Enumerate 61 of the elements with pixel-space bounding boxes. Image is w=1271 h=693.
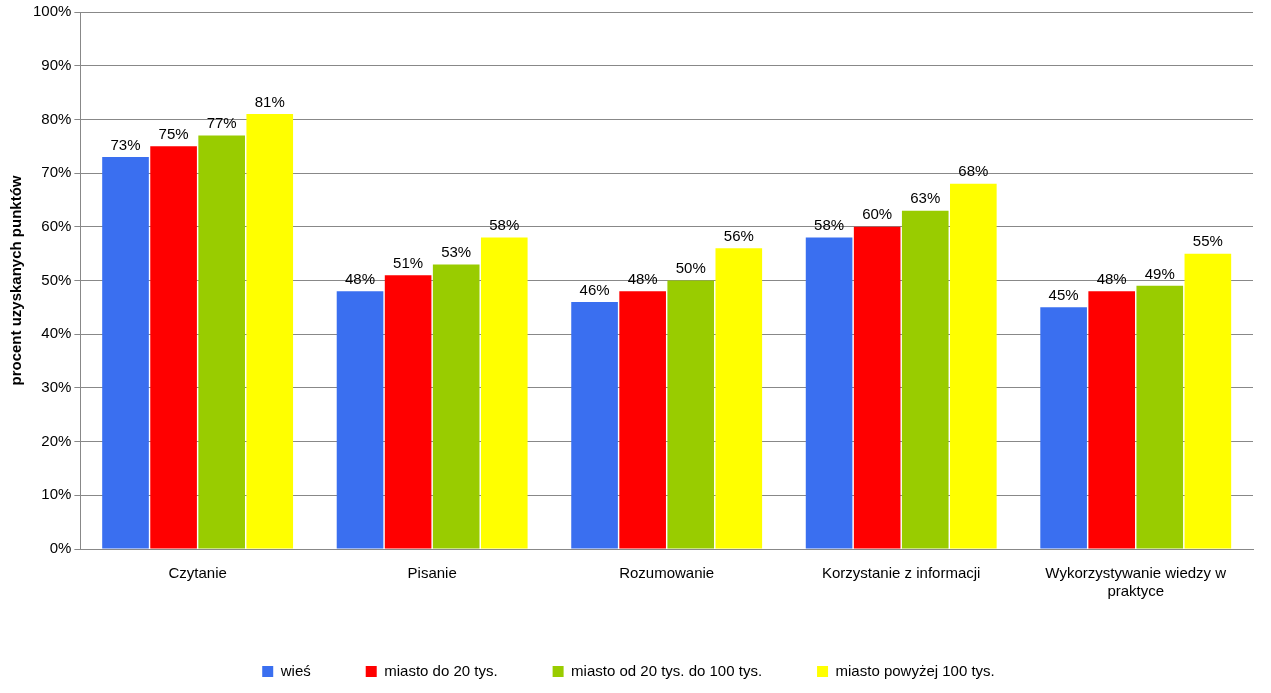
y-tick-label: 90% <box>41 55 72 73</box>
bar <box>1184 253 1232 549</box>
bar <box>853 226 901 549</box>
data-label: 58% <box>814 216 845 234</box>
bar <box>571 301 618 549</box>
data-label: 75% <box>158 124 189 142</box>
y-tick-label: 100% <box>32 2 72 20</box>
bar <box>102 156 149 549</box>
bar <box>480 237 528 549</box>
data-label: 45% <box>1048 285 1079 303</box>
y-tick-label: 10% <box>41 485 72 503</box>
bar <box>901 210 949 549</box>
legend-label: miasto do 20 tys. <box>384 661 498 679</box>
data-label: 50% <box>675 259 706 277</box>
x-tick-label: Rozumowanie <box>619 564 715 582</box>
bar <box>1136 285 1184 549</box>
y-tick-label: 70% <box>41 163 72 181</box>
data-label: 55% <box>1192 232 1223 250</box>
data-label: 49% <box>1144 264 1175 282</box>
data-label: 60% <box>862 205 893 223</box>
data-label: 63% <box>910 189 941 207</box>
data-label: 73% <box>110 135 141 153</box>
y-tick-label: 80% <box>41 109 72 127</box>
legend-label: miasto powyżej 100 tys. <box>835 661 995 679</box>
data-label: 81% <box>254 92 285 110</box>
data-label: 68% <box>958 162 989 180</box>
x-tick-label: Pisanie <box>407 564 457 582</box>
y-tick-label: 60% <box>41 216 72 234</box>
data-label: 48% <box>345 269 376 287</box>
y-tick-label: 0% <box>49 539 72 557</box>
data-label: 58% <box>489 216 520 234</box>
bar <box>384 275 432 549</box>
data-label: 48% <box>1096 269 1127 287</box>
y-axis-title: procent uzyskanych punktów <box>7 175 25 386</box>
bar <box>198 135 245 549</box>
data-label: 53% <box>441 243 472 261</box>
x-tick-label: Czytanie <box>168 564 227 582</box>
bar <box>950 183 997 549</box>
bar <box>1040 307 1087 549</box>
y-tick-label: 40% <box>41 324 72 342</box>
bar <box>336 291 384 549</box>
bar <box>246 114 294 549</box>
y-tick-label: 30% <box>41 378 72 396</box>
bar <box>805 237 853 549</box>
bar <box>667 280 715 549</box>
data-label: 48% <box>627 269 658 287</box>
x-tick-label: Korzystanie z informacji <box>822 564 981 582</box>
bar <box>1088 291 1136 549</box>
data-label: 51% <box>393 253 424 271</box>
bar <box>715 248 763 549</box>
legend-label: wieś <box>279 661 311 679</box>
y-tick-label: 20% <box>41 431 72 449</box>
bar <box>432 264 480 549</box>
bar <box>150 146 197 549</box>
x-tick-label: Wykorzystywanie wiedzy w praktyce <box>1045 564 1227 600</box>
legend-label: miasto od 20 tys. do 100 tys. <box>571 661 763 679</box>
y-tick-label: 50% <box>41 270 72 288</box>
data-label: 56% <box>723 226 754 244</box>
data-label: 77% <box>206 114 237 132</box>
bar <box>619 291 666 549</box>
data-label: 46% <box>579 280 610 298</box>
